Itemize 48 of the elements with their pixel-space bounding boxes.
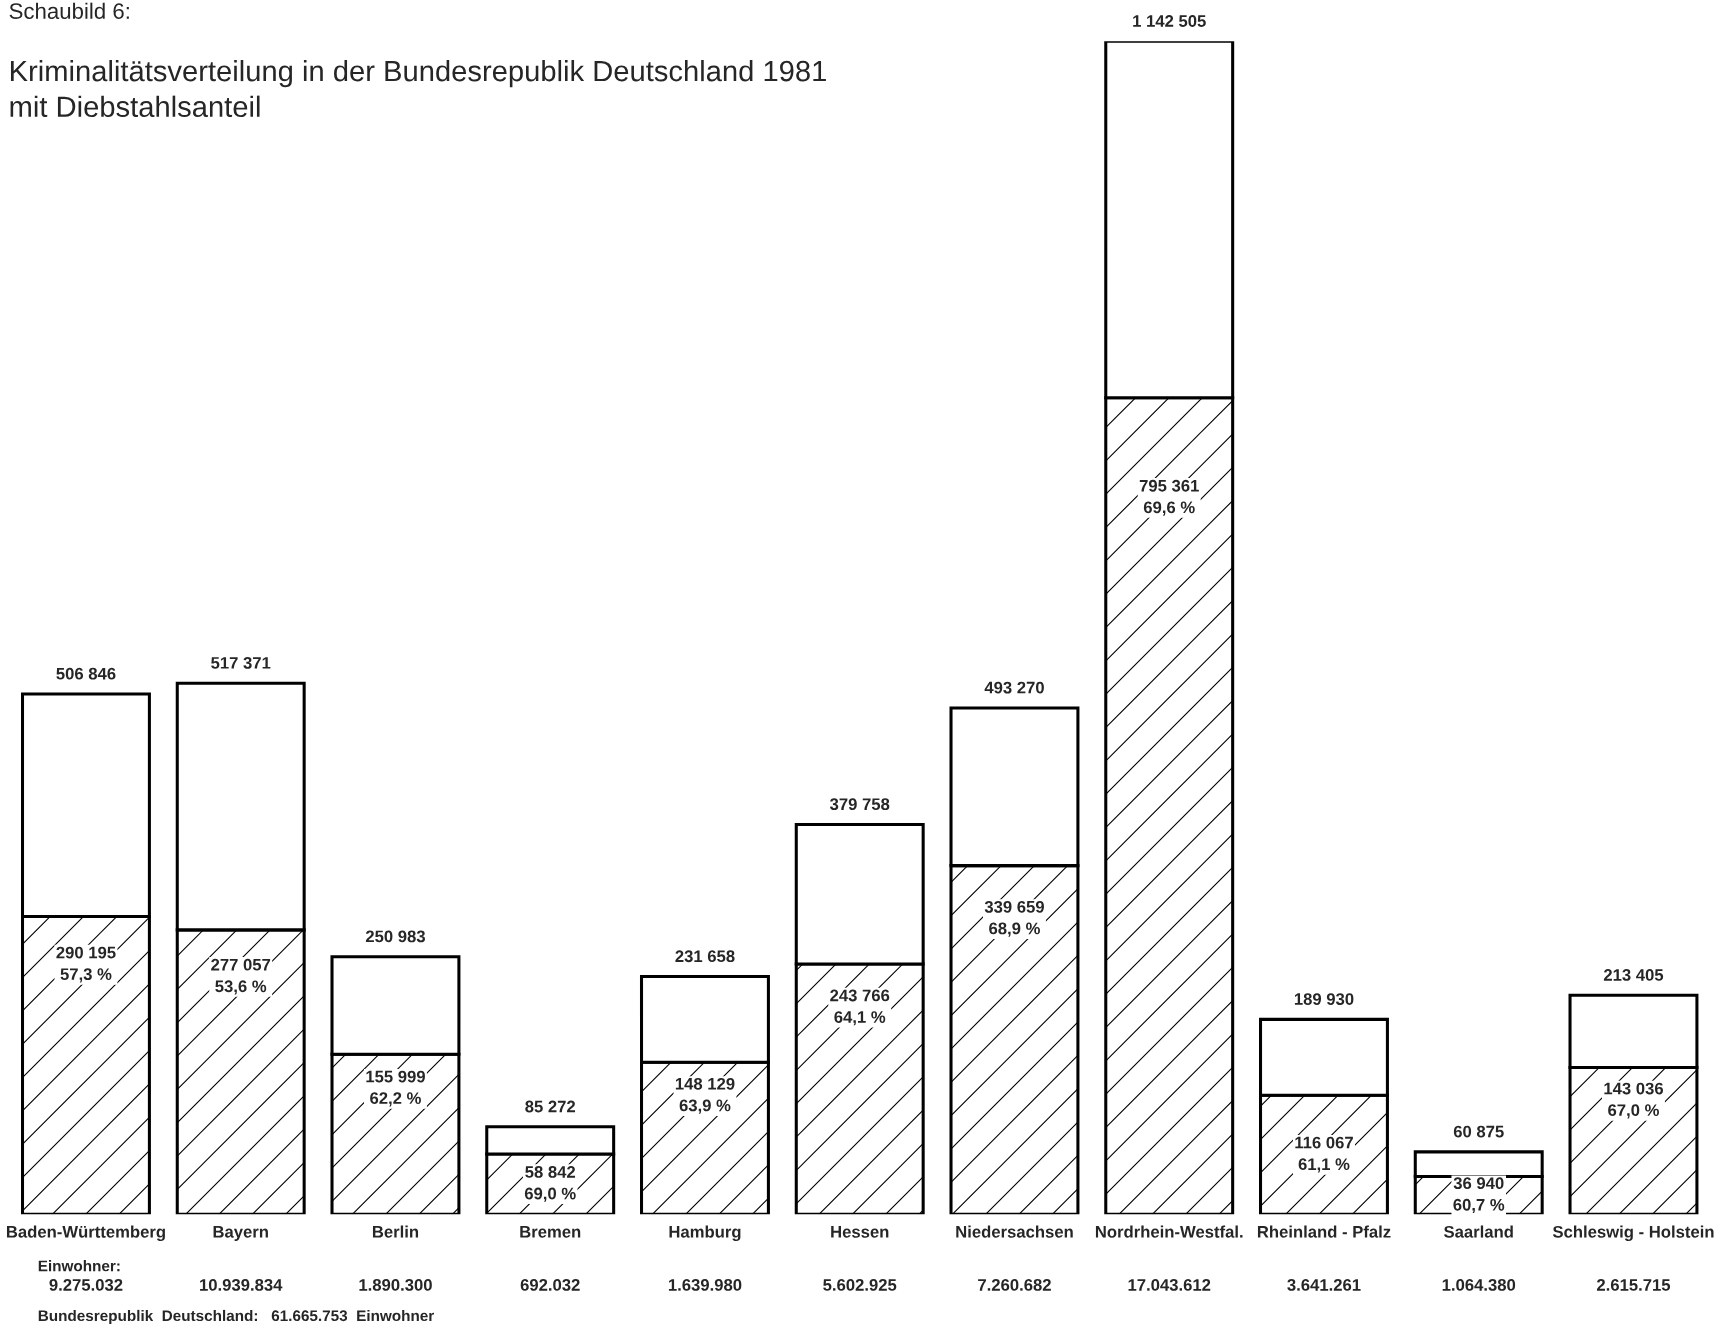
- text: Einwohner:: [38, 1260, 120, 1272]
- x-tick-label: Rheinland - Pfalz: [1257, 1225, 1391, 1238]
- total-label: 213 405: [1603, 969, 1664, 981]
- data-label: 339 659 68,9 %: [984, 900, 1044, 937]
- text: 1.639.980: [668, 1279, 742, 1291]
- x-tick-label: Nordrhein-Westfal.: [1095, 1225, 1243, 1238]
- total-label: 493 270: [984, 681, 1044, 694]
- total-label: 517 371: [211, 656, 271, 669]
- data-label: 58 842 69,0 %: [524, 1166, 576, 1202]
- text: Kriminalitätsverteilung in der Bundesrepublik Deutschland 1981 mit Diebstahlsanteil: [10, 59, 826, 118]
- total-label: 60 875: [1453, 1125, 1504, 1138]
- data-label: 36 940 60,7 %: [1453, 1177, 1505, 1214]
- text: 7.260.682: [978, 1279, 1051, 1291]
- x-tick-label: Hessen: [831, 1226, 889, 1238]
- text: 9.275.032: [49, 1279, 123, 1291]
- text: 1.064.380: [1442, 1279, 1516, 1291]
- data-label: 116 067 61,1 %: [1295, 1136, 1353, 1173]
- text: 1.890.300: [359, 1279, 432, 1291]
- total-label: 506 846: [56, 667, 116, 680]
- text: 5.602.925: [823, 1279, 897, 1291]
- text: 2.615.715: [1596, 1279, 1671, 1291]
- text: Schaubild 6:: [9, 2, 129, 19]
- text: 692.032: [520, 1279, 580, 1291]
- data-label: 795 361 69,6 %: [1139, 479, 1199, 516]
- total-label: 85 272: [525, 1100, 576, 1113]
- data-label: 148 129 63,9 %: [675, 1077, 735, 1114]
- text: Bundesrepublik Deutschland: 61.665.753 Einwohner: [38, 1309, 435, 1325]
- total-label: 231 658: [675, 950, 735, 963]
- text: 3.641.261: [1287, 1279, 1361, 1291]
- x-tick-label: Bayern: [213, 1226, 268, 1242]
- total-label: 250 983: [365, 930, 425, 943]
- data-label: 143 036 67,0 %: [1604, 1082, 1663, 1119]
- data-label: 243 766 64,1 %: [830, 989, 890, 1026]
- total-label: 1 142 505: [1133, 15, 1206, 27]
- text: 10.939.834: [200, 1279, 283, 1291]
- text: 17.043.612: [1128, 1279, 1211, 1291]
- x-tick-label: Berlin: [372, 1225, 419, 1238]
- x-tick-label: Hamburg: [669, 1225, 741, 1242]
- total-label: 379 758: [829, 798, 890, 811]
- data-label: 277 057 53,6 %: [211, 958, 271, 995]
- x-tick-label: Schleswig - Holstein: [1552, 1225, 1714, 1242]
- x-tick-label: Baden-Württemberg: [6, 1225, 165, 1242]
- x-tick-label: Saarland: [1444, 1225, 1513, 1238]
- x-tick-label: Bremen: [520, 1226, 581, 1238]
- x-tick-label: Niedersachsen: [956, 1225, 1073, 1238]
- data-label: 155 999 62,2 %: [366, 1070, 425, 1107]
- data-label: 290 195 57,3 %: [56, 946, 116, 983]
- total-label: 189 930: [1294, 993, 1354, 1005]
